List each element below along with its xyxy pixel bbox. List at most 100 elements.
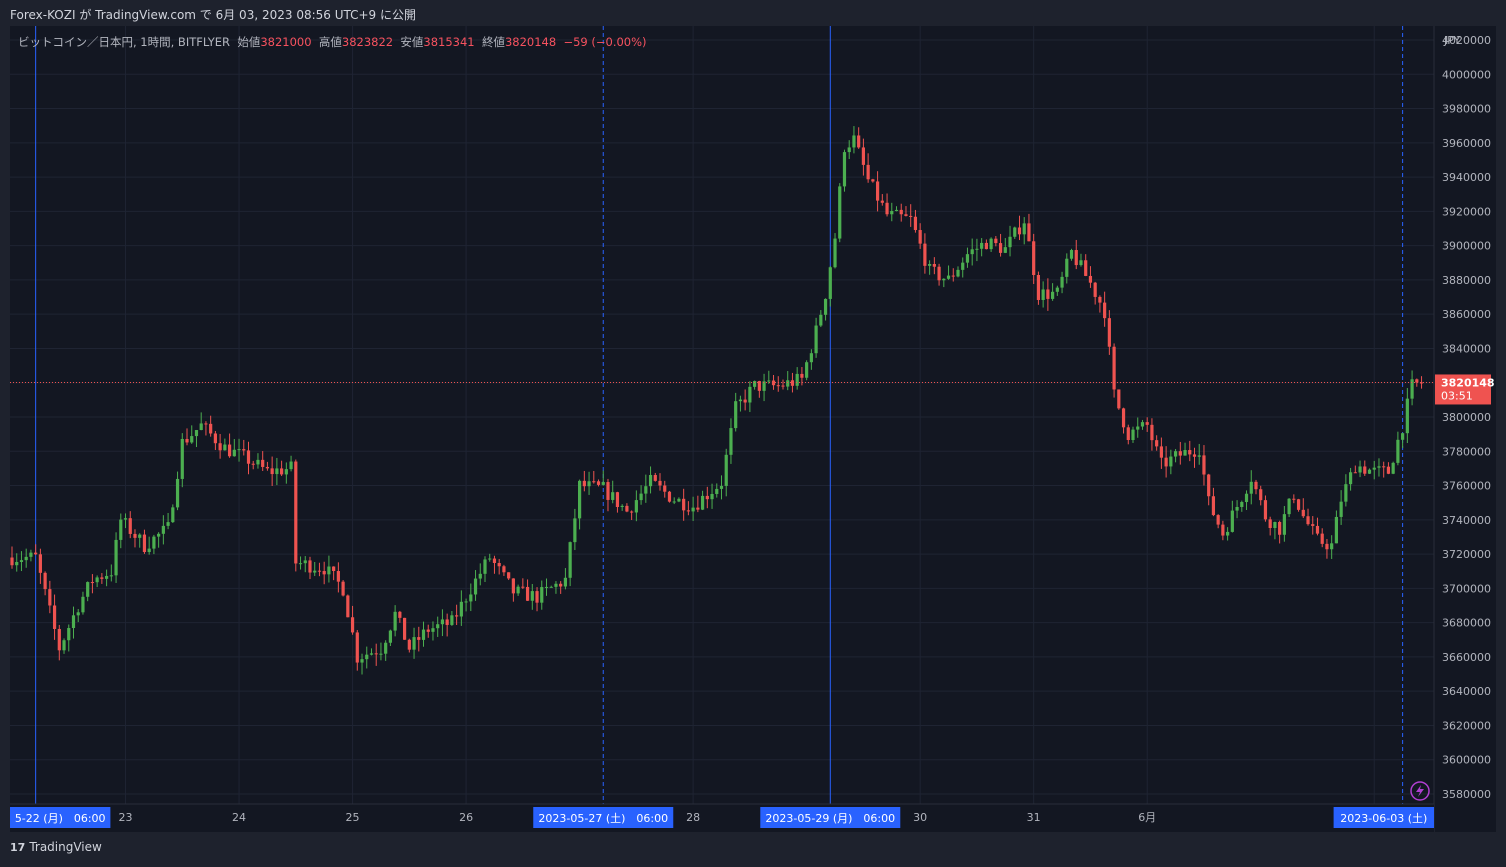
candle-body	[658, 480, 662, 486]
candle-body	[880, 200, 884, 203]
candle-body	[317, 570, 322, 572]
candle-body	[842, 152, 847, 187]
candle-body	[421, 629, 426, 640]
candle-body	[663, 485, 667, 492]
candle-body	[790, 380, 795, 386]
price-tick-label: 3640000	[1442, 685, 1491, 698]
price-tick-label: 3620000	[1442, 719, 1491, 732]
candle-body	[152, 536, 156, 549]
candle-body	[918, 230, 922, 244]
candle-body	[1240, 502, 1244, 507]
candle-body	[388, 630, 392, 643]
candle-body	[615, 492, 620, 507]
candle-body	[29, 552, 33, 557]
lightning-icon[interactable]	[1410, 781, 1430, 801]
candle-body	[1013, 227, 1017, 237]
time-highlight-label: 2023-05-29 (月) 06:00	[765, 812, 895, 825]
candle-body	[114, 539, 118, 576]
candlestick-chart[interactable]: JPY 3580000 3600000 3620000 3640000 3660000 36…	[10, 26, 1496, 832]
candle-body	[109, 575, 113, 577]
price-tick-label: 3980000	[1442, 103, 1491, 116]
candle-body	[1202, 455, 1206, 475]
candle-body	[1164, 457, 1168, 467]
candle-body	[691, 507, 695, 512]
candle-body	[1330, 543, 1334, 550]
candle-body	[1391, 462, 1395, 474]
candle-body	[1103, 302, 1107, 319]
candle-body	[1339, 501, 1343, 517]
candle-body	[762, 381, 766, 391]
candle-body	[147, 548, 151, 553]
candle-body	[393, 611, 397, 631]
candle-body	[970, 249, 974, 255]
candle-body	[601, 482, 605, 485]
candle-body	[346, 595, 350, 618]
candle-body	[450, 615, 454, 625]
candle-body	[242, 449, 246, 451]
candle-body	[1386, 466, 1391, 474]
candle-body	[464, 601, 468, 603]
candle-body	[568, 542, 572, 578]
symbol-legend: ビットコイン／日本円, 1時間, BITFLYER 始値3821000 高値38…	[18, 34, 647, 50]
candle-body	[852, 135, 856, 148]
legend-change: −59 (−0.00%)	[563, 35, 647, 49]
candle-body	[1306, 516, 1310, 525]
candle-body	[426, 629, 430, 632]
candle-body	[1112, 346, 1116, 390]
price-tick-label: 3740000	[1442, 514, 1491, 527]
legend-high-value: 3823822	[341, 35, 394, 49]
candle-body	[1055, 287, 1059, 292]
tradingview-footer[interactable]: 17 TradingView	[10, 840, 102, 860]
publish-text: Forex-KOZI が TradingView.com で 6月 03, 20…	[10, 8, 417, 22]
candle-body	[1136, 426, 1140, 430]
candle-body	[1325, 543, 1329, 550]
time-tick-label: 30	[913, 811, 927, 824]
candle-body	[298, 563, 303, 565]
candle-body	[204, 423, 208, 425]
candle-body	[402, 617, 407, 640]
candle-body	[218, 443, 222, 451]
candle-body	[951, 275, 955, 277]
candle-body	[123, 518, 128, 520]
candle-body	[672, 501, 676, 503]
candle-body	[256, 459, 260, 465]
legend-open-label: 始値	[237, 35, 261, 49]
candle-body	[521, 586, 525, 588]
candle-body	[984, 242, 988, 250]
price-tick-label: 3800000	[1442, 411, 1491, 424]
candle-body	[185, 438, 189, 443]
candle-body	[1093, 282, 1097, 297]
price-tick-label: 3840000	[1442, 342, 1491, 355]
candle-body	[322, 571, 326, 575]
candle-body	[1207, 474, 1211, 497]
candle-body	[535, 591, 539, 603]
candle-body	[355, 632, 359, 663]
candle-body	[1259, 489, 1263, 501]
candle-body	[313, 570, 317, 573]
candle-body	[105, 575, 109, 579]
candle-body	[1051, 291, 1055, 299]
candle-body	[857, 135, 861, 148]
candle-body	[511, 578, 515, 594]
candle-body	[525, 586, 530, 601]
candle-body	[578, 480, 582, 519]
candle-body	[1017, 227, 1022, 235]
candle-body	[24, 556, 28, 561]
candle-body	[786, 380, 790, 387]
candle-body	[128, 518, 132, 534]
candle-body	[630, 511, 634, 513]
candle-body	[648, 474, 653, 487]
legend-low-value: 3815341	[423, 35, 475, 49]
candle-body	[1363, 466, 1367, 474]
candle-body	[1188, 450, 1192, 455]
legend-symbol: ビットコイン／日本円, 1時間, BITFLYER	[18, 35, 231, 49]
time-tick-label: 23	[119, 811, 133, 824]
candle-body	[544, 586, 549, 588]
candle-body	[1344, 484, 1348, 502]
candle-body	[327, 566, 331, 575]
candle-body	[1401, 433, 1405, 440]
price-axis	[1434, 26, 1496, 832]
last-price-tag	[1435, 374, 1491, 405]
candle-body	[412, 637, 416, 650]
candle-body	[1173, 451, 1178, 457]
